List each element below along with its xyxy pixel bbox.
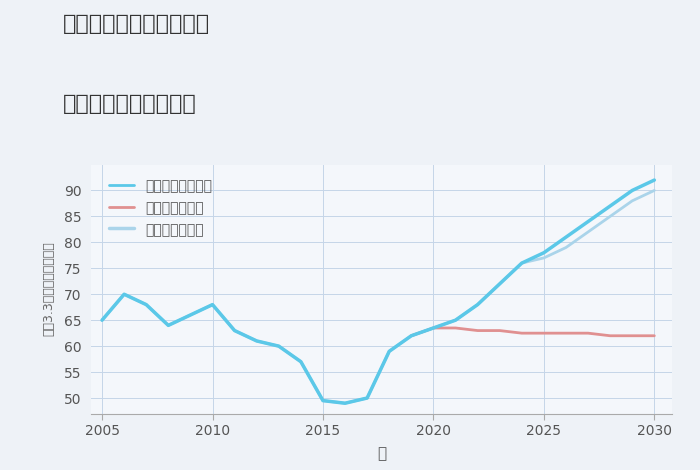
グッドシナリオ <box>274 343 283 349</box>
グッドシナリオ <box>429 325 438 331</box>
グッドシナリオ <box>473 302 482 307</box>
ノーマルシナリオ <box>341 400 349 406</box>
ノーマルシナリオ <box>186 312 195 318</box>
バッドシナリオ <box>452 325 460 331</box>
ノーマルシナリオ <box>584 229 592 235</box>
グッドシナリオ <box>341 400 349 406</box>
グッドシナリオ <box>209 302 217 307</box>
グッドシナリオ <box>496 281 504 287</box>
Text: 中古戸建ての価格推移: 中古戸建ての価格推移 <box>63 94 197 114</box>
グッドシナリオ <box>230 328 239 333</box>
ノーマルシナリオ <box>363 395 371 401</box>
グッドシナリオ <box>452 317 460 323</box>
Line: グッドシナリオ: グッドシナリオ <box>102 180 654 403</box>
グッドシナリオ <box>385 349 393 354</box>
グッドシナリオ <box>142 302 150 307</box>
バッドシナリオ <box>562 330 570 336</box>
バッドシナリオ <box>606 333 615 338</box>
グッドシナリオ <box>407 333 416 338</box>
X-axis label: 年: 年 <box>377 446 386 462</box>
グッドシナリオ <box>297 359 305 365</box>
グッドシナリオ <box>650 177 659 183</box>
バッドシナリオ <box>540 330 548 336</box>
ノーマルシナリオ <box>230 328 239 333</box>
グッドシナリオ <box>120 291 128 297</box>
ノーマルシナリオ <box>452 317 460 323</box>
ノーマルシナリオ <box>274 343 283 349</box>
ノーマルシナリオ <box>318 398 327 403</box>
Legend: ノーマルシナリオ, バッドシナリオ, グッドシナリオ: ノーマルシナリオ, バッドシナリオ, グッドシナリオ <box>104 174 218 243</box>
グッドシナリオ <box>562 235 570 240</box>
グッドシナリオ <box>318 398 327 403</box>
Line: バッドシナリオ: バッドシナリオ <box>412 328 654 336</box>
ノーマルシナリオ <box>562 245 570 251</box>
グッドシナリオ <box>253 338 261 344</box>
バッドシナリオ <box>496 328 504 333</box>
ノーマルシナリオ <box>517 260 526 266</box>
ノーマルシナリオ <box>473 302 482 307</box>
バッドシナリオ <box>650 333 659 338</box>
ノーマルシナリオ <box>297 359 305 365</box>
ノーマルシナリオ <box>385 349 393 354</box>
ノーマルシナリオ <box>496 281 504 287</box>
ノーマルシナリオ <box>120 291 128 297</box>
ノーマルシナリオ <box>606 213 615 219</box>
グッドシナリオ <box>540 250 548 256</box>
Y-axis label: 坪（3.3㎡）単価（万円）: 坪（3.3㎡）単価（万円） <box>42 242 55 337</box>
バッドシナリオ <box>407 333 416 338</box>
ノーマルシナリオ <box>164 322 172 328</box>
ノーマルシナリオ <box>628 198 636 204</box>
バッドシナリオ <box>429 325 438 331</box>
グッドシナリオ <box>98 317 106 323</box>
Text: 岐阜県土岐市泉岩畑町の: 岐阜県土岐市泉岩畑町の <box>63 14 210 34</box>
ノーマルシナリオ <box>540 255 548 261</box>
ノーマルシナリオ <box>650 188 659 193</box>
バッドシナリオ <box>473 328 482 333</box>
ノーマルシナリオ <box>253 338 261 344</box>
グッドシナリオ <box>517 260 526 266</box>
グッドシナリオ <box>628 188 636 193</box>
バッドシナリオ <box>628 333 636 338</box>
グッドシナリオ <box>363 395 371 401</box>
グッドシナリオ <box>584 219 592 224</box>
グッドシナリオ <box>186 312 195 318</box>
バッドシナリオ <box>584 330 592 336</box>
Line: ノーマルシナリオ: ノーマルシナリオ <box>102 190 654 403</box>
グッドシナリオ <box>164 322 172 328</box>
ノーマルシナリオ <box>142 302 150 307</box>
ノーマルシナリオ <box>209 302 217 307</box>
グッドシナリオ <box>606 203 615 209</box>
バッドシナリオ <box>517 330 526 336</box>
ノーマルシナリオ <box>429 325 438 331</box>
ノーマルシナリオ <box>98 317 106 323</box>
ノーマルシナリオ <box>407 333 416 338</box>
